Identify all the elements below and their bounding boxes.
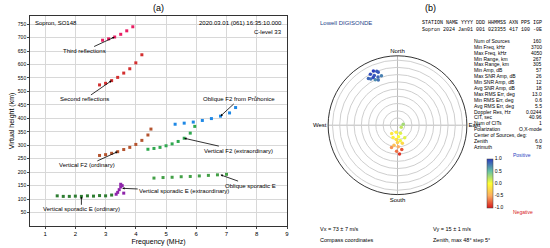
svg-text:3700: 3700 bbox=[531, 44, 542, 50]
svg-text:Num of CITs: Num of CITs bbox=[474, 120, 502, 126]
svg-text:350: 350 bbox=[18, 129, 27, 135]
svg-text:Sopron 2024 Jan01 001 023355 4: Sopron 2024 Jan01 001 023355 417 100 -0E bbox=[422, 27, 542, 33]
svg-text:7: 7 bbox=[225, 231, 229, 237]
svg-text:Vertical sporadic E (extraordi: Vertical sporadic E (extraordinary) bbox=[139, 188, 229, 194]
svg-text:50: 50 bbox=[21, 209, 27, 215]
svg-text:2020.03.01 (061) 16:35:10.000: 2020.03.01 (061) 16:35:10.000 bbox=[199, 20, 282, 26]
svg-text:0.5: 0.5 bbox=[495, 168, 502, 174]
svg-text:Second reflections: Second reflections bbox=[60, 96, 109, 102]
svg-text:O,X-mode: O,X-mode bbox=[519, 126, 542, 132]
svg-text:750: 750 bbox=[18, 21, 27, 27]
svg-text:5: 5 bbox=[164, 231, 168, 237]
svg-text:6: 6 bbox=[195, 231, 199, 237]
svg-text:Oblique sporadic E: Oblique sporadic E bbox=[225, 183, 276, 189]
svg-text:160: 160 bbox=[533, 38, 542, 44]
svg-text:0.0244: 0.0244 bbox=[526, 109, 542, 115]
svg-text:Max RMS Err, deg: Max RMS Err, deg bbox=[474, 91, 515, 97]
svg-text:Zenith, max 48° step 5°: Zenith, max 48° step 5° bbox=[433, 237, 490, 243]
svg-text:8: 8 bbox=[255, 231, 259, 237]
svg-text:Third reflections: Third reflections bbox=[63, 48, 106, 54]
svg-text:4: 4 bbox=[134, 231, 138, 237]
svg-text:Vy = 15 ± 1 m/s: Vy = 15 ± 1 m/s bbox=[433, 226, 471, 232]
svg-text:Max Range, km: Max Range, km bbox=[474, 61, 509, 67]
svg-text:C-level 33: C-level 33 bbox=[254, 29, 282, 35]
svg-text:(a): (a) bbox=[153, 3, 164, 13]
svg-text:East: East bbox=[469, 122, 481, 128]
svg-text:250: 250 bbox=[18, 155, 27, 161]
svg-text:1.0: 1.0 bbox=[495, 155, 502, 161]
svg-text:Azimuth: Azimuth bbox=[474, 144, 492, 150]
svg-text:6.0: 6.0 bbox=[535, 138, 542, 144]
svg-text:Center of Sources, deg:: Center of Sources, deg: bbox=[474, 132, 527, 138]
svg-text:Vertical sporadic E (ordinary): Vertical sporadic E (ordinary) bbox=[43, 206, 120, 212]
svg-text:Positive: Positive bbox=[513, 152, 531, 158]
svg-text:South: South bbox=[390, 197, 406, 203]
svg-text:150: 150 bbox=[18, 182, 27, 188]
svg-text:Frequency (MHz): Frequency (MHz) bbox=[131, 238, 185, 246]
svg-text:Zenith: Zenith bbox=[474, 138, 488, 144]
svg-text:(b): (b) bbox=[425, 3, 436, 13]
svg-text:Polarization: Polarization bbox=[474, 126, 500, 132]
svg-text:1: 1 bbox=[43, 231, 47, 237]
svg-text:Sopron, SO148: Sopron, SO148 bbox=[35, 20, 77, 26]
svg-text:Min Range, km: Min Range, km bbox=[474, 56, 508, 62]
svg-text:Avg SNR Amp, dB: Avg SNR Amp, dB bbox=[474, 85, 515, 91]
svg-text:Lowell DIGISONDE: Lowell DIGISONDE bbox=[320, 20, 372, 26]
svg-text:550: 550 bbox=[18, 75, 27, 81]
svg-text:-1.0: -1.0 bbox=[495, 204, 504, 210]
svg-text:2: 2 bbox=[74, 231, 78, 237]
svg-text:12: 12 bbox=[536, 79, 542, 85]
svg-text:267: 267 bbox=[533, 56, 542, 62]
svg-text:Max SNR Amp, dB: Max SNR Amp, dB bbox=[474, 73, 516, 79]
svg-text:Num of Sources: Num of Sources bbox=[474, 38, 510, 44]
svg-text:40.96: 40.96 bbox=[529, 114, 542, 120]
svg-text:26: 26 bbox=[536, 73, 542, 79]
svg-text:Doppler Res, Hz: Doppler Res, Hz bbox=[474, 109, 511, 115]
svg-text:300: 300 bbox=[18, 142, 27, 148]
svg-text:78: 78 bbox=[536, 144, 542, 150]
svg-text:Min Amp, dB: Min Amp, dB bbox=[474, 67, 503, 73]
svg-text:0.6: 0.6 bbox=[535, 97, 542, 103]
svg-text:Max Freq, kHz: Max Freq, kHz bbox=[474, 50, 507, 56]
svg-text:450: 450 bbox=[18, 102, 27, 108]
svg-text:0.0: 0.0 bbox=[495, 180, 502, 186]
svg-text:100: 100 bbox=[18, 196, 27, 202]
svg-text:Avg RMS Err, deg: Avg RMS Err, deg bbox=[474, 103, 514, 109]
svg-text:Negative: Negative bbox=[513, 209, 533, 215]
svg-text:305: 305 bbox=[533, 61, 542, 67]
svg-text:3: 3 bbox=[104, 231, 108, 237]
svg-text:North: North bbox=[390, 48, 405, 54]
svg-text:13.0: 13.0 bbox=[532, 91, 542, 97]
svg-text:500: 500 bbox=[18, 88, 27, 94]
svg-text:Vertical F2 (ordinary): Vertical F2 (ordinary) bbox=[59, 162, 115, 168]
svg-text:5.5: 5.5 bbox=[535, 103, 542, 109]
svg-text:West: West bbox=[313, 122, 327, 128]
svg-text:4050: 4050 bbox=[531, 50, 542, 56]
svg-text:18: 18 bbox=[536, 85, 542, 91]
svg-text:600: 600 bbox=[18, 61, 27, 67]
svg-text:700: 700 bbox=[18, 34, 27, 40]
svg-text:650: 650 bbox=[18, 48, 27, 54]
svg-text:Compass coordinates: Compass coordinates bbox=[320, 237, 373, 243]
svg-text:Virtual height (km): Virtual height (km) bbox=[8, 93, 16, 150]
svg-text:Vx = 73 ± 7 m/s: Vx = 73 ± 7 m/s bbox=[320, 226, 359, 232]
svg-text:Min SNR Amp, dB: Min SNR Amp, dB bbox=[474, 79, 515, 85]
svg-text:CIT, sec: CIT, sec bbox=[474, 114, 493, 120]
svg-text:STATION NAME YYYY DDD HHMMSS A: STATION NAME YYYY DDD HHMMSS AXN PPS IGP bbox=[422, 20, 542, 26]
svg-text:Min Freq, kHz: Min Freq, kHz bbox=[474, 44, 506, 50]
svg-text:9: 9 bbox=[285, 231, 289, 237]
svg-text:1: 1 bbox=[539, 120, 542, 126]
svg-text:400: 400 bbox=[18, 115, 27, 121]
svg-text:57: 57 bbox=[536, 67, 542, 73]
svg-text:-0.5: -0.5 bbox=[495, 192, 504, 198]
svg-text:Oblique F2 from Průhonice: Oblique F2 from Průhonice bbox=[203, 96, 275, 102]
svg-text:Min RMS Err, deg: Min RMS Err, deg bbox=[474, 97, 514, 103]
svg-text:200: 200 bbox=[18, 169, 27, 175]
svg-text:Vertical F2 (extraordinary): Vertical F2 (extraordinary) bbox=[204, 148, 273, 154]
